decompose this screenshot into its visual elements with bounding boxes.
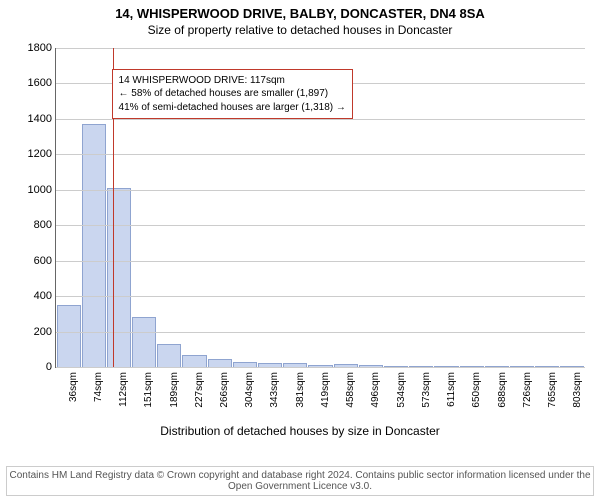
x-tick-slot: 304sqm [232,368,257,420]
x-tick-label: 458sqm [345,372,356,408]
x-tick-slot: 266sqm [206,368,231,420]
x-tick-slot: 803sqm [560,368,585,420]
gridline [56,154,585,155]
x-tick-slot: 650sqm [459,368,484,420]
x-tick-label: 573sqm [421,372,432,408]
x-tick-label: 803sqm [572,372,583,408]
x-tick-label: 36sqm [68,372,79,402]
x-tick-label: 74sqm [93,372,104,402]
chart-container: Number of detached properties 0200400600… [0,40,600,440]
x-ticks: 36sqm 74sqm 112sqm 151sqm 189sqm 227sqm 266sqm… [55,368,585,420]
y-tick-label: 0 [46,361,52,373]
annotation-line: 41% of semi-detached houses are larger (… [119,101,346,115]
histogram-bar [107,188,131,367]
x-tick-label: 227sqm [194,372,205,408]
y-tick-label: 1000 [28,184,52,196]
x-tick-slot: 74sqm [80,368,105,420]
x-tick-slot: 458sqm [333,368,358,420]
x-tick-label: 304sqm [244,372,255,408]
x-tick-slot: 611sqm [434,368,459,420]
x-tick-slot: 36sqm [55,368,80,420]
gridline [56,332,585,333]
histogram-bar [132,317,156,367]
annotation-line: 14 WHISPERWOOD DRIVE: 117sqm [119,74,346,88]
x-tick-label: 151sqm [143,372,154,408]
x-tick-label: 266sqm [219,372,230,408]
x-tick-slot: 343sqm [257,368,282,420]
x-tick-slot: 227sqm [181,368,206,420]
y-tick-label: 800 [34,219,52,231]
x-tick-slot: 189sqm [156,368,181,420]
x-tick-slot: 688sqm [484,368,509,420]
histogram-bar [57,305,81,367]
y-tick-label: 1200 [28,148,52,160]
x-tick-label: 189sqm [169,372,180,408]
y-tick-label: 1800 [28,42,52,54]
x-tick-slot: 534sqm [383,368,408,420]
y-tick-label: 1400 [28,113,52,125]
x-tick-slot: 726sqm [509,368,534,420]
x-tick-label: 534sqm [396,372,407,408]
x-tick-slot: 419sqm [307,368,332,420]
chart-subtitle: Size of property relative to detached ho… [0,21,600,37]
gridline [56,48,585,49]
x-tick-slot: 496sqm [358,368,383,420]
gridline [56,296,585,297]
x-tick-slot: 381sqm [282,368,307,420]
x-tick-slot: 765sqm [534,368,559,420]
gridline [56,225,585,226]
address-title: 14, WHISPERWOOD DRIVE, BALBY, DONCASTER,… [0,0,600,21]
histogram-bar [182,355,206,367]
x-axis-label: Distribution of detached houses by size … [0,424,600,438]
x-tick-label: 381sqm [295,372,306,408]
x-tick-label: 688sqm [497,372,508,408]
x-tick-label: 112sqm [118,372,129,407]
x-tick-label: 765sqm [547,372,558,408]
x-tick-label: 496sqm [370,372,381,408]
plot-area: 02004006008001000120014001600180014 WHIS… [55,48,585,368]
x-tick-label: 650sqm [471,372,482,408]
annotation-line: ← 58% of detached houses are smaller (1,… [119,87,346,101]
y-tick-label: 200 [34,326,52,338]
histogram-bar [157,344,181,367]
x-tick-slot: 112sqm [105,368,130,420]
x-tick-slot: 573sqm [408,368,433,420]
x-tick-label: 419sqm [320,372,331,408]
x-tick-slot: 151sqm [131,368,156,420]
footer-attribution: Contains HM Land Registry data © Crown c… [6,466,594,496]
x-tick-label: 611sqm [446,372,457,407]
x-tick-label: 343sqm [269,372,280,408]
gridline [56,261,585,262]
y-tick-label: 1600 [28,77,52,89]
y-tick-label: 600 [34,255,52,267]
x-tick-label: 726sqm [522,372,533,408]
histogram-bar [208,359,232,367]
gridline [56,190,585,191]
annotation-box: 14 WHISPERWOOD DRIVE: 117sqm← 58% of det… [112,69,353,120]
y-tick-label: 400 [34,290,52,302]
